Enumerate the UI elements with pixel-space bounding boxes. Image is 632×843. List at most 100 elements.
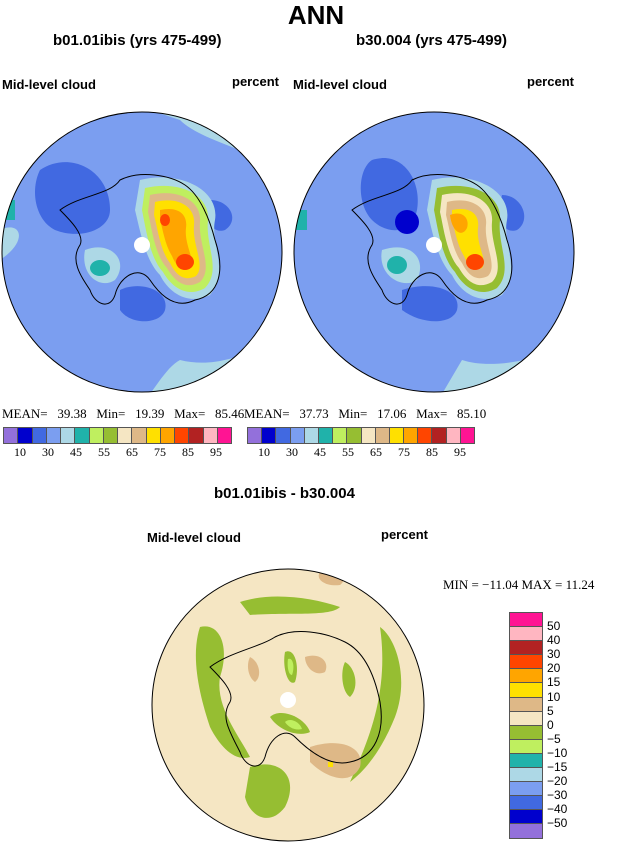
colorbar-tick-label: 55 (98, 445, 110, 459)
colorbar-swatch (189, 428, 204, 443)
colorbar-swatch (361, 428, 376, 443)
max-label: Max= (416, 406, 448, 421)
difference-units-label: percent (381, 527, 428, 542)
colorbar-tick-label: 10 (547, 689, 561, 704)
colorbar-tick-label: 75 (398, 445, 410, 459)
colorbar-swatch (510, 711, 542, 726)
colorbar-swatch (217, 428, 231, 443)
colorbar-swatch (510, 796, 542, 811)
colorbar-swatch (510, 753, 542, 769)
min-value: 17.06 (377, 406, 407, 421)
colorbar-swatch (46, 428, 61, 443)
min-label: Min= (338, 406, 368, 421)
panel1-units-label: percent (232, 74, 279, 89)
colorbar-tick-label: 5 (547, 703, 554, 718)
panel2-subtitle: b30.004 (yrs 475-499) (356, 32, 507, 49)
colorbar-swatch (175, 428, 190, 443)
colorbar-swatch (262, 428, 277, 443)
colorbar-swatch (404, 428, 419, 443)
difference-polar-map (151, 568, 425, 842)
colorbar-swatch (61, 428, 76, 443)
colorbar-tick-label: 65 (370, 445, 382, 459)
colorbar-swatch (389, 428, 405, 443)
panel2-polar-map (293, 111, 575, 393)
max-value: 85.10 (457, 406, 487, 421)
colorbar-swatch (146, 428, 161, 443)
max-value: 85.46 (215, 406, 245, 421)
panel2-units-label: percent (527, 74, 574, 89)
mean-label: MEAN= (2, 406, 48, 421)
mean-value: 39.38 (57, 406, 87, 421)
panel1-variable-label: Mid-level cloud (2, 77, 96, 92)
colorbar-tick-label: 45 (314, 445, 326, 459)
colorbar-swatch (318, 428, 334, 443)
colorbar-swatch (290, 428, 305, 443)
colorbar-swatch (510, 641, 542, 656)
colorbar-tick-label: 55 (342, 445, 354, 459)
colorbar-tick-label: 45 (70, 445, 82, 459)
colorbar-swatch (510, 824, 542, 838)
colorbar-swatch (75, 428, 90, 443)
colorbar-tick-label: −50 (547, 816, 568, 831)
colorbar-tick-label: 50 (547, 619, 561, 633)
colorbar-tick-label: 10 (14, 445, 26, 459)
colorbar-swatch (89, 428, 104, 443)
difference-subtitle: b01.01ibis - b30.004 (214, 485, 355, 502)
colorbar-tick-label: −15 (547, 760, 568, 774)
colorbar-swatch (510, 683, 542, 698)
colorbar-swatch (510, 613, 542, 628)
colorbar-swatch (510, 782, 542, 797)
colorbar-tick-label: 0 (547, 717, 554, 732)
colorbar-tick-label: 20 (547, 661, 561, 676)
colorbar-swatch (118, 428, 133, 443)
page-title: ANN (287, 0, 345, 30)
colorbar-swatch (32, 428, 47, 443)
colorbar-tick-label: 95 (210, 445, 222, 459)
panel1-colorbar (3, 427, 232, 444)
colorbar-swatch (276, 428, 291, 443)
colorbar-swatch (510, 627, 542, 642)
colorbar-swatch (18, 428, 33, 443)
colorbar-swatch (132, 428, 147, 443)
colorbar-tick-label: 75 (154, 445, 166, 459)
colorbar-swatch (510, 725, 542, 740)
difference-minmax: MIN = −11.04 MAX = 11.24 (443, 577, 595, 592)
max-label: Max= (174, 406, 206, 421)
colorbar-tick-label: 30 (286, 445, 298, 459)
colorbar-swatch (510, 768, 542, 783)
colorbar-swatch (304, 428, 319, 443)
colorbar-tick-label: 95 (454, 445, 466, 459)
colorbar-swatch (203, 428, 218, 443)
colorbar-swatch (460, 428, 474, 443)
panel2-variable-label: Mid-level cloud (293, 77, 387, 92)
colorbar-tick-label: 30 (547, 647, 561, 662)
panel2-colorbar (247, 427, 475, 444)
difference-variable-label: Mid-level cloud (147, 530, 241, 545)
colorbar-swatch (347, 428, 362, 443)
colorbar-tick-label: 85 (426, 445, 438, 459)
difference-colorbar (509, 612, 543, 839)
colorbar-tick-label: −10 (547, 745, 568, 760)
colorbar-tick-label: −5 (547, 731, 561, 746)
colorbar-tick-label: 85 (182, 445, 194, 459)
min-value: 19.39 (135, 406, 165, 421)
colorbar-swatch (446, 428, 461, 443)
colorbar-swatch (510, 655, 542, 670)
colorbar-swatch (510, 697, 542, 712)
colorbar-swatch (432, 428, 447, 443)
colorbar-swatch (4, 428, 19, 443)
colorbar-tick-label: 65 (126, 445, 138, 459)
panel1-stats: MEAN= 39.38 Min= 19.39 Max= 85.46 (2, 406, 244, 422)
colorbar-swatch (418, 428, 433, 443)
colorbar-tick-label: −40 (547, 802, 568, 817)
colorbar-swatch (375, 428, 390, 443)
mean-value: 37.73 (299, 406, 329, 421)
colorbar-swatch (510, 739, 542, 754)
panel1-polar-map (1, 111, 283, 393)
colorbar-tick-label: 10 (258, 445, 270, 459)
panel2-stats: MEAN= 37.73 Min= 17.06 Max= 85.10 (244, 406, 486, 422)
colorbar-swatch (510, 669, 542, 684)
colorbar-swatch (103, 428, 118, 443)
colorbar-tick-label: −20 (547, 774, 568, 789)
